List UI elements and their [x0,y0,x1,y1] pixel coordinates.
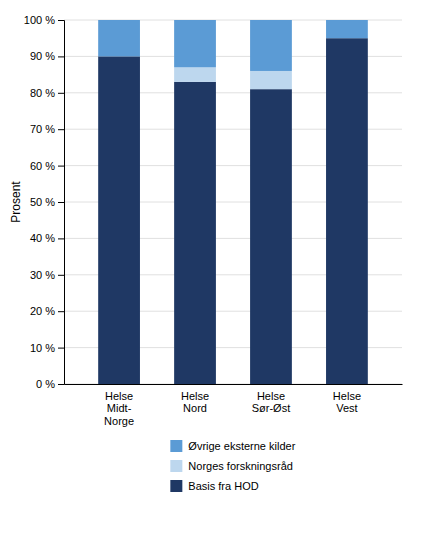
bar-segment [174,20,216,67]
bar-segment [250,71,292,89]
x-tick-label: HelseMidt-Norge [104,390,134,427]
y-tick-label: 40 % [30,232,55,244]
y-tick: 40 % [30,232,64,244]
x-tick-label: HelseSør-Øst [252,390,291,415]
y-tick: 60 % [30,160,64,172]
bars [98,20,368,384]
bar-series [98,38,368,384]
bar-segment [174,67,216,82]
y-tick-label: 20 % [30,305,55,317]
legend-label: Norges forskningsråd [188,460,293,472]
y-tick: 50 % [30,196,64,208]
bar-segment [250,89,292,384]
legend-swatch [170,440,182,452]
y-tick-mark [58,129,64,130]
x-tick: HelseSør-Øst [252,390,291,415]
legend-label: Øvrige eksterne kilder [188,440,295,452]
legend-item: Øvrige eksterne kilder [170,440,295,452]
bar-segment [174,82,216,384]
x-axis-line [65,384,403,385]
y-tick-label: 10 % [30,342,55,354]
y-tick-mark [58,311,64,312]
y-tick-mark [58,384,64,385]
bar-series [98,20,368,71]
y-tick-label: 60 % [30,160,55,172]
y-tick-mark [58,93,64,94]
legend-item: Norges forskningsråd [170,460,293,472]
y-tick: 0 % [36,378,64,390]
y-tick: 30 % [30,269,64,281]
bar-segment [326,38,368,384]
y-tick-label: 30 % [30,269,55,281]
legend: Øvrige eksterne kilder Norges forskningsr… [170,440,295,492]
y-tick: 10 % [30,342,64,354]
x-tick-label: HelseVest [333,390,361,415]
legend-swatch [170,480,182,492]
y-tick-label: 50 % [30,196,55,208]
x-tick: HelseVest [333,390,361,415]
y-tick-mark [58,275,64,276]
y-tick: 20 % [30,305,64,317]
y-axis: 0 % 10 % 20 % 30 % 40 % 50 % 60 % 70 % 80 % 90 % 1… [24,14,65,390]
bar-segment [250,20,292,71]
bar-segment [98,20,140,56]
legend-swatch [170,460,182,472]
y-tick: 90 % [30,50,64,62]
y-tick: 80 % [30,87,64,99]
y-tick: 100 % [24,14,64,26]
x-tick-label: HelseNord [181,390,209,415]
y-axis-line [58,21,65,385]
y-tick-mark [58,20,64,21]
y-tick-mark [58,56,64,57]
y-tick-label: 90 % [30,50,55,62]
y-tick: 70 % [30,123,64,135]
y-tick-label: 80 % [30,87,55,99]
y-tick-mark [58,238,64,239]
plot: 0 % 10 % 20 % 30 % 40 % 50 % 60 % 70 % 80 % 90 % 1… [24,14,403,427]
bar-segment [326,20,368,38]
y-tick-label: 100 % [24,14,55,26]
legend-item: Basis fra HOD [170,480,258,492]
x-axis: HelseMidt-Norge HelseNord HelseSør-Øst Hels… [65,385,403,428]
grid [64,20,402,384]
y-tick-mark [58,202,64,203]
y-tick-label: 70 % [30,123,55,135]
y-tick-mark [58,348,64,349]
y-tick-label: 0 % [36,378,55,390]
x-tick: HelseNord [181,390,209,415]
bar-segment [98,56,140,384]
y-axis-title: Prosent [9,181,23,223]
x-tick: HelseMidt-Norge [104,390,134,427]
legend-label: Basis fra HOD [188,480,258,492]
chart: 0 % 10 % 20 % 30 % 40 % 50 % 60 % 70 % 80 % 90 % 1… [0,0,422,534]
y-tick-mark [58,166,64,167]
